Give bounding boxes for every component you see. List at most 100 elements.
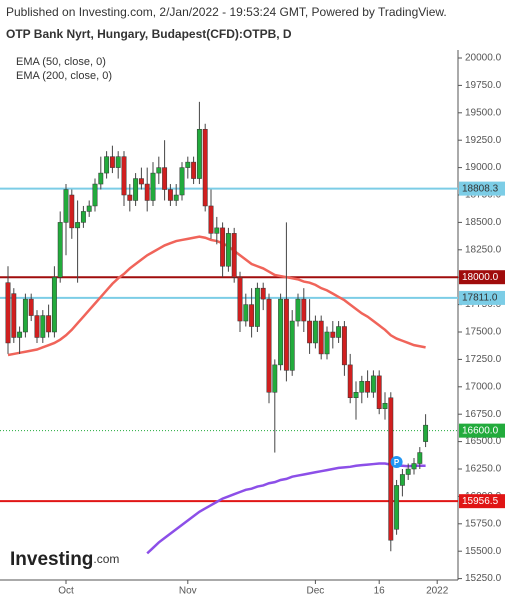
candle-body	[243, 304, 249, 322]
candle-body	[423, 424, 429, 442]
y-tick-label: 17000.0	[465, 381, 502, 392]
candle-body	[353, 392, 359, 399]
candle-body	[411, 463, 417, 470]
candle-body	[5, 282, 11, 344]
candle-body	[324, 331, 330, 355]
candle-body	[382, 402, 388, 409]
y-tick-label: 16750.0	[465, 409, 502, 420]
candle-body	[133, 178, 139, 201]
candle-body	[51, 276, 57, 333]
candle-body	[191, 161, 197, 179]
y-tick-label: 19250.0	[465, 135, 502, 146]
candle-body	[75, 222, 81, 229]
x-tick-label: Nov	[179, 586, 197, 597]
y-tick-label: 18250.0	[465, 244, 502, 255]
candle-body	[46, 315, 52, 333]
candle-body	[220, 227, 226, 267]
plot	[0, 101, 458, 555]
candle-body	[202, 128, 208, 207]
candle-body	[330, 331, 336, 338]
candle-body	[144, 183, 150, 201]
candle-body	[301, 298, 307, 322]
y-tick-label: 19500.0	[465, 107, 502, 118]
ema-line	[146, 462, 426, 555]
candle-body	[225, 233, 231, 267]
candle-body	[138, 178, 144, 185]
x-tick-label: 2022	[426, 586, 449, 597]
chart-title: OTP Bank Nyrt, Hungary, Budapest(CFD):OT…	[6, 27, 292, 41]
y-tick-label: 16500.0	[465, 436, 502, 447]
logo: Investing.com	[10, 549, 119, 570]
y-tick-label: 19000.0	[465, 162, 502, 173]
y-tick-label: 17250.0	[465, 354, 502, 365]
candle-body	[86, 205, 92, 212]
y-tick-label: 16250.0	[465, 464, 502, 475]
candle-body	[80, 211, 86, 223]
candle-body	[318, 320, 324, 355]
level-label: 15956.5	[462, 496, 499, 507]
legend-item: EMA (200, close, 0)	[16, 70, 112, 82]
candle-body	[365, 381, 371, 393]
logo-main: Investing	[10, 549, 93, 570]
candle-body	[115, 156, 121, 168]
event-marker-label: P	[394, 458, 400, 467]
candle-body	[417, 452, 423, 464]
candle-body	[22, 298, 28, 333]
candle-body	[57, 222, 63, 278]
candle-body	[214, 227, 220, 234]
logo-suffix: .com	[93, 552, 119, 566]
candle-body	[121, 156, 127, 196]
y-tick-label: 15750.0	[465, 518, 502, 529]
candle-body	[179, 167, 185, 196]
candle-body	[156, 167, 162, 174]
x-tick-label: Dec	[307, 586, 325, 597]
candle-body	[69, 194, 75, 229]
candle-body	[167, 189, 173, 201]
candle-body	[40, 315, 46, 338]
candle-body	[370, 375, 376, 393]
candle-body	[359, 381, 365, 393]
candle-body	[196, 128, 202, 179]
header: Published on Investing.com, 2/Jan/2022 -…	[6, 5, 447, 19]
candle-body	[127, 194, 133, 201]
candle-body	[109, 156, 115, 168]
candle-body	[341, 326, 347, 366]
candle-body	[295, 298, 301, 322]
event-marker	[390, 455, 403, 468]
candle-body	[92, 183, 98, 207]
candle-body	[150, 172, 156, 201]
candle-body	[347, 364, 353, 399]
level-label-box	[459, 181, 505, 196]
candle-body	[208, 205, 214, 234]
candle-body	[376, 375, 382, 409]
candle-body	[289, 320, 295, 371]
candle-body	[249, 304, 255, 327]
candle-body	[17, 331, 23, 338]
y-tick-label: 17500.0	[465, 327, 502, 338]
candle-body	[173, 194, 179, 201]
candle-body	[405, 468, 411, 475]
level-label: 18808.3	[462, 183, 499, 194]
candle-body	[28, 298, 34, 316]
candle-body	[399, 474, 405, 486]
x-tick-label: 16	[374, 586, 386, 597]
candle-body	[260, 287, 266, 300]
candle-body	[336, 326, 342, 338]
candle-body	[283, 298, 289, 371]
y-tick-label: 15250.0	[465, 573, 502, 584]
candle-body	[185, 161, 191, 168]
candle-body	[278, 298, 284, 366]
y-tick-label: 19750.0	[465, 80, 502, 91]
candle-body	[237, 276, 243, 322]
level-label-box	[459, 270, 505, 285]
x-tick-label: Oct	[58, 586, 74, 597]
candle-body	[307, 320, 313, 344]
level-label: 18000.0	[462, 272, 499, 283]
candle-body	[231, 233, 237, 278]
y-tick-label: 15500.0	[465, 546, 502, 557]
candle-body	[312, 320, 318, 344]
legend-item: EMA (50, close, 0)	[16, 56, 106, 68]
y-tick-label: 18500.0	[465, 217, 502, 228]
candle-body	[394, 485, 400, 530]
